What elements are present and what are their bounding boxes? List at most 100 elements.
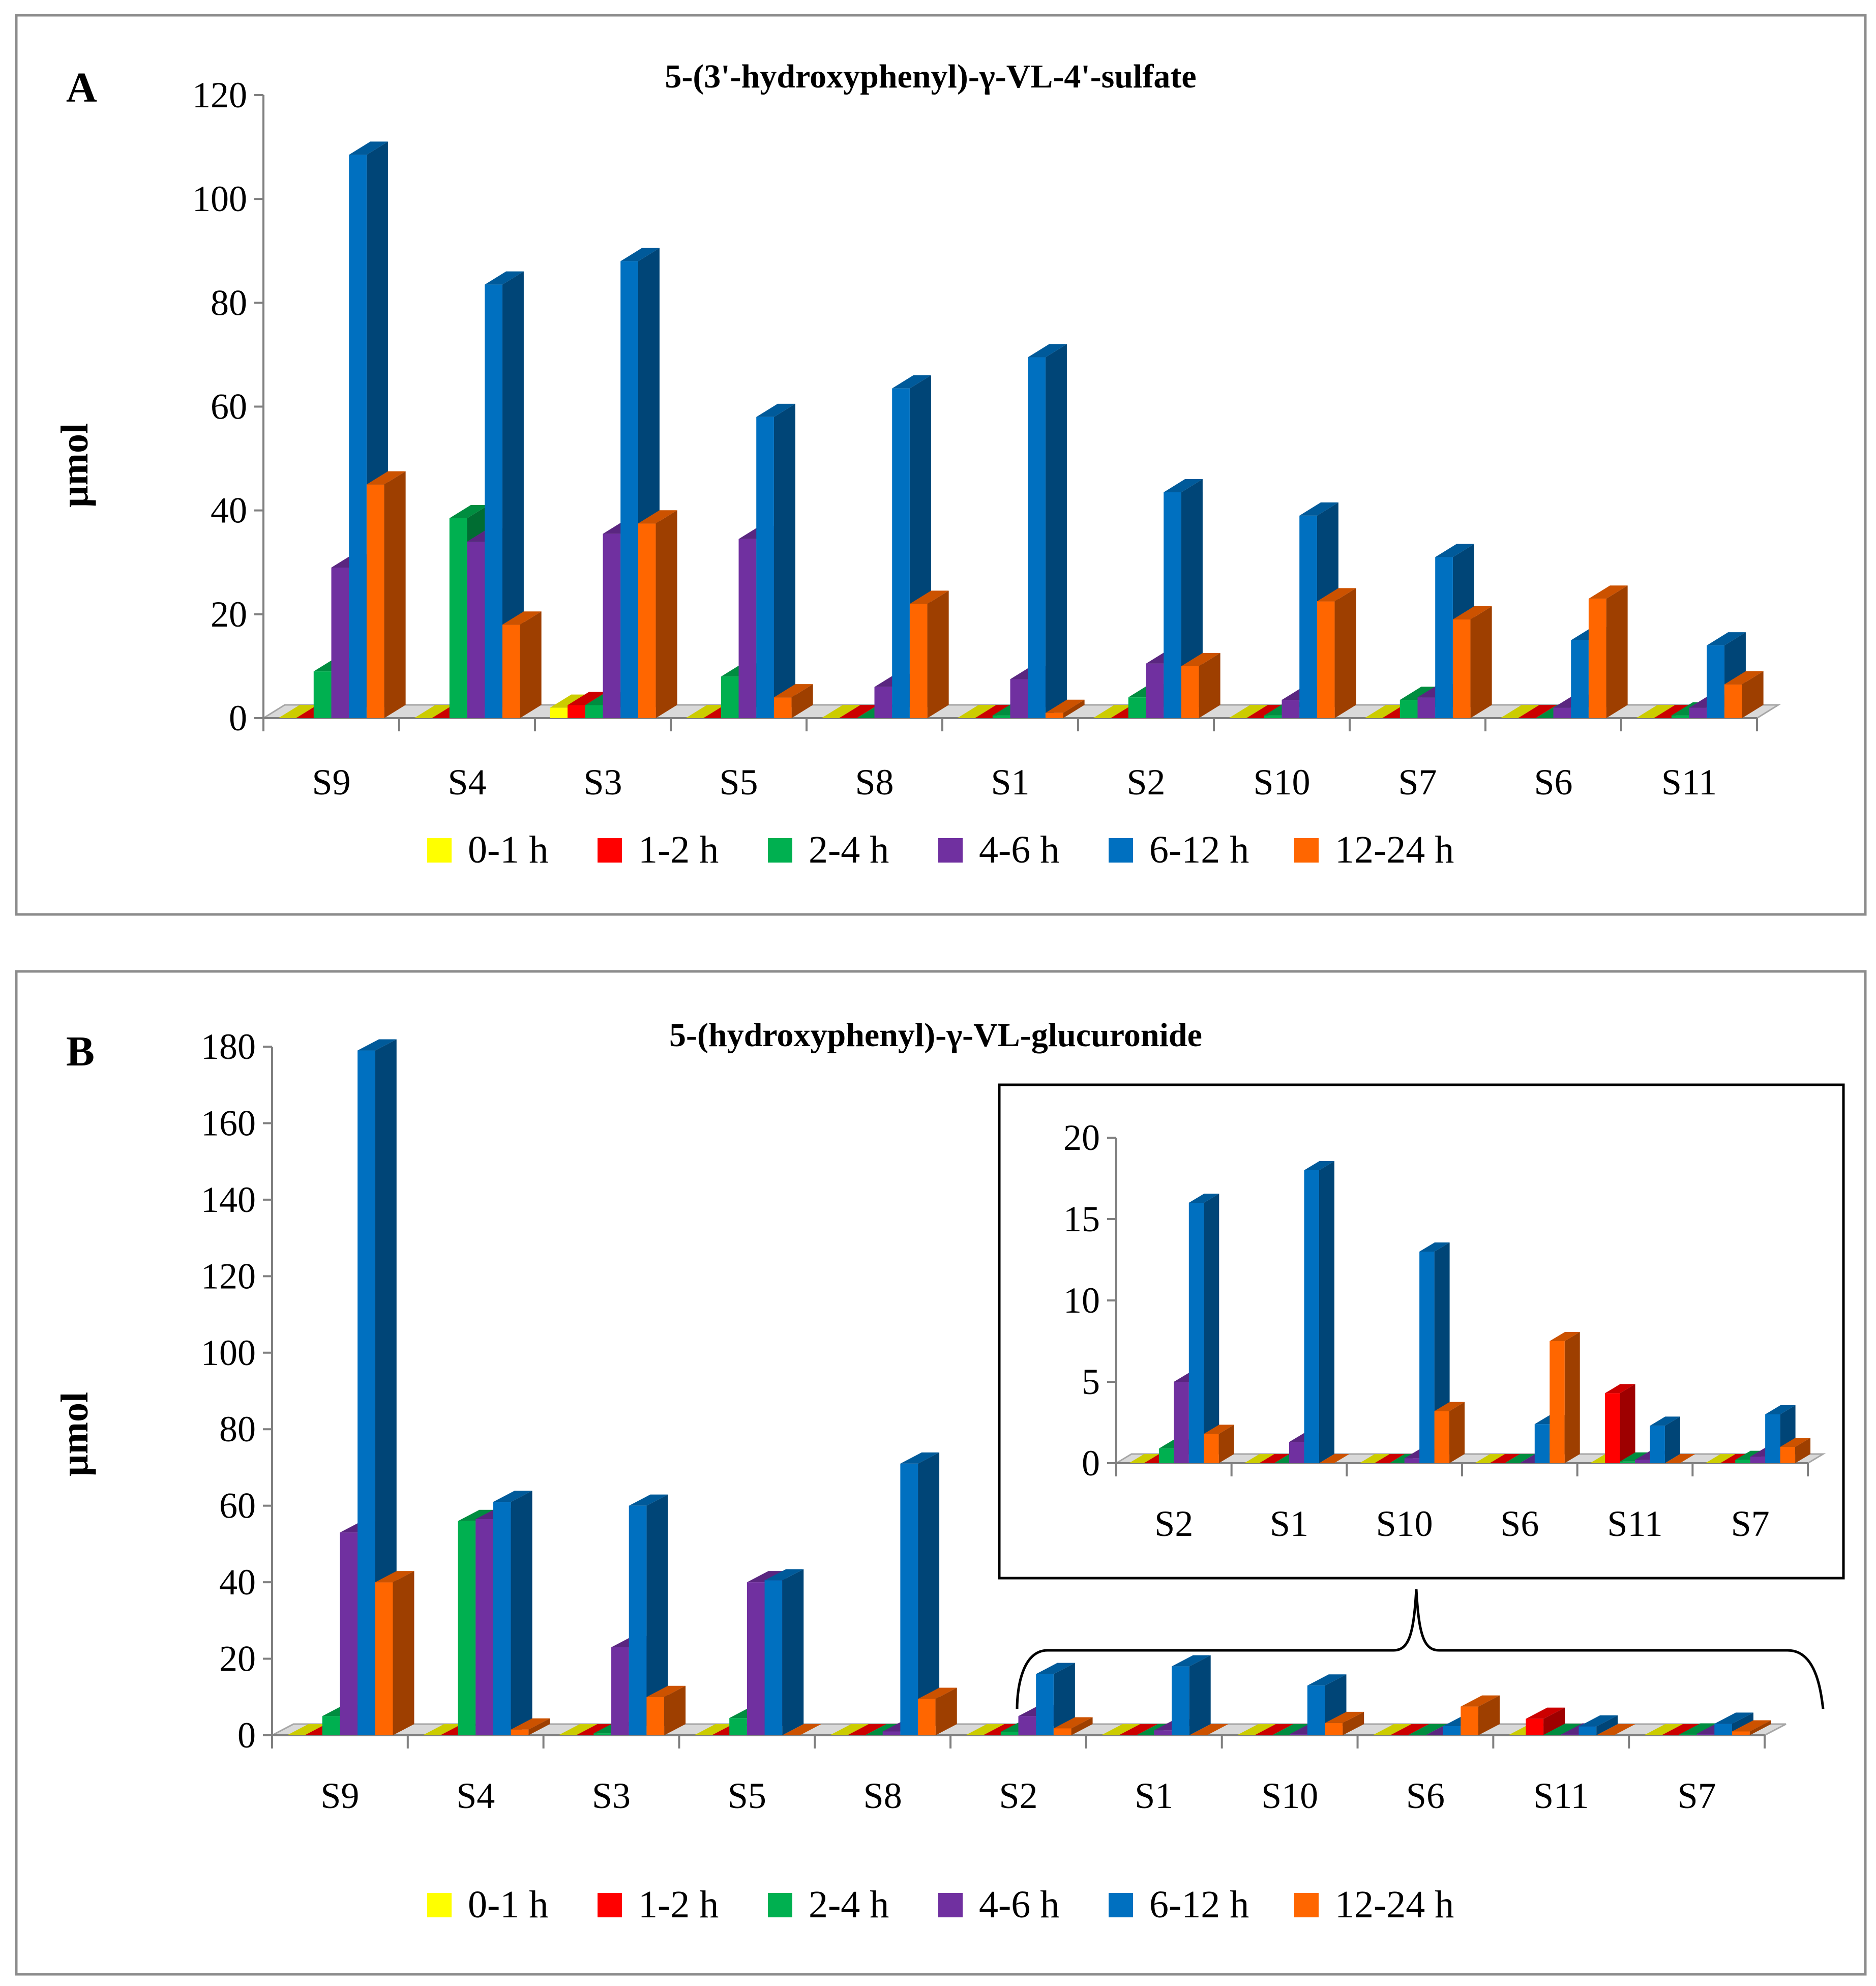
panel-a-bar-s1-1-2-h [975, 705, 1014, 718]
panel-b-category-label-s5: S5 [728, 1775, 766, 1816]
panel-a-bar-top [1246, 705, 1286, 718]
panel-a-bar-s2-12-24-h [1181, 653, 1220, 718]
panel-b-bar-side [1071, 1717, 1093, 1735]
panel-b-bar-s11-6-12-h [1579, 1715, 1618, 1735]
panel-b-y-axis-label: µmol [53, 1392, 96, 1476]
panel-a-bar-front [1146, 663, 1164, 718]
inset-category-label-s1: S1 [1270, 1503, 1308, 1544]
panel-b-bar-front [493, 1502, 511, 1735]
inset-bar-s2-6-12-h [1188, 1194, 1219, 1463]
panel-a-bar-front [1128, 697, 1146, 718]
inset-bar-front [1434, 1411, 1450, 1463]
panel-b-bar-front [458, 1521, 476, 1735]
panel-a-title: 5-(3'-hydroxyphenyl)-γ-VL-4'-sulfate [665, 58, 1196, 95]
panel-b-y-tick-label: 40 [219, 1562, 256, 1603]
panel-a-bar-front [721, 676, 739, 718]
panel-b-bar-top [629, 1494, 668, 1506]
panel-b-bar-side [1543, 1707, 1565, 1735]
panel-a-bar-front [892, 388, 910, 718]
panel-b-bar-s5-12-24-h [782, 1724, 821, 1735]
panel-a-bar-s11-1-2-h [1654, 705, 1693, 718]
panel-a-bar-front [1299, 515, 1317, 718]
panel-a-bar-s8-1-2-h [839, 705, 878, 718]
panel-a-bar-s11-0-1-h [1636, 705, 1676, 718]
inset-bar-top [1434, 1402, 1465, 1411]
panel-b-legend-swatch-12-24-h [1294, 1893, 1319, 1917]
panel-a-bar-s2-6-12-h [1164, 479, 1203, 718]
panel-a-y-tick-label: 100 [192, 179, 247, 219]
panel-b-bar-side [1189, 1655, 1211, 1735]
panel-b-bar-front [611, 1647, 629, 1735]
panel-b-bar-s9-0-1-h [287, 1724, 326, 1735]
panel-b-bar-top [1272, 1724, 1312, 1735]
panel-a-bar-front [1588, 599, 1606, 718]
panel-b-bar-s1-0-1-h [1101, 1724, 1140, 1735]
panel-a-category-label-s2: S2 [1126, 762, 1165, 803]
panel-b-y-tick-label: 100 [201, 1332, 256, 1373]
panel-b-bar-front [764, 1580, 783, 1735]
inset-bar-side [1795, 1438, 1811, 1463]
inset-category-label-s10: S10 [1376, 1503, 1433, 1544]
panel-a-bar-s5-12-24-h [773, 684, 813, 718]
panel-a-bar-top [1399, 687, 1439, 700]
panel-b-bar-top [1461, 1695, 1500, 1707]
panel-a-bar-top [502, 611, 542, 625]
panel-a-category-label-s11: S11 [1661, 762, 1717, 803]
panel-a-category-label-s5: S5 [719, 762, 758, 803]
panel-a-bar-side [791, 684, 813, 718]
panel-b-bar-top [458, 1509, 497, 1521]
panel-b-legend-swatch-1-2-h [598, 1893, 622, 1917]
inset-bar-front [1650, 1426, 1665, 1463]
inset-y-tick-label: 0 [1082, 1443, 1100, 1484]
panel-a-bar-top [1317, 588, 1356, 602]
panel-b-bar-top [847, 1724, 886, 1735]
inset-bar-front [1419, 1252, 1435, 1463]
panel-a-bar-front [313, 671, 332, 718]
panel-a-category-label-s6: S6 [1534, 762, 1572, 803]
panel-a-bar-s8-12-24-h [909, 590, 949, 718]
inset-plot: 0 5 10 15 20 S2 S1 S10 S6 S11 S7 [1063, 1117, 1826, 1544]
inset-bar-front [1780, 1447, 1796, 1463]
panel-b-bar-front [747, 1582, 765, 1735]
panel-b-bar-top [358, 1039, 397, 1051]
panel-b-bar-s1-6-12-h [1172, 1655, 1211, 1735]
panel-b-bar-s10-1-2-h [1254, 1724, 1294, 1735]
inset-bar-top [1550, 1332, 1580, 1341]
panel-a-bar-s7-0-1-h [1364, 705, 1404, 718]
panel-b-bar-top [558, 1724, 598, 1735]
panel-a-bar-side [1606, 585, 1628, 718]
panel-b-bar-front [375, 1582, 393, 1735]
panel-b-legend-swatch-6-12-h [1109, 1893, 1133, 1917]
panel-b-bar-side [511, 1491, 532, 1735]
inset-y-tick-label: 20 [1063, 1117, 1100, 1158]
inset-bar-front [1620, 1461, 1635, 1463]
panel-b-bar-top [1661, 1724, 1701, 1735]
panel-a-legend-label-2-4-h: 2-4 h [809, 828, 889, 871]
panel-b-category-label-s8: S8 [863, 1775, 902, 1816]
panel-a-bar-s9-12-24-h [366, 471, 406, 718]
panel-a-category-label-s7: S7 [1398, 762, 1437, 803]
inset-bar-front [1550, 1341, 1565, 1463]
panel-a-category-label-s10: S10 [1253, 762, 1310, 803]
panel-b-category-label-s9: S9 [320, 1775, 359, 1816]
panel-a-legend-label-1-2-h: 1-2 h [638, 828, 719, 871]
panel-a-bar-s5-0-1-h [686, 705, 725, 718]
panel-b-bar-top [1372, 1724, 1412, 1735]
panel-a-bar-side [1742, 671, 1764, 718]
panel-a-legend-swatch-4-6-h [938, 838, 963, 863]
panel-b-bar-side [393, 1571, 414, 1735]
panel-a-bar-top [909, 590, 949, 604]
inset-bar-side [1449, 1402, 1465, 1463]
panel-b-bar-s7-0-1-h [1644, 1724, 1683, 1735]
inset-bar-top [1620, 1452, 1650, 1462]
panel-a-frame [15, 14, 1867, 916]
inset-category-label-s11: S11 [1607, 1503, 1662, 1544]
panel-a-bar-front [1045, 713, 1063, 718]
inset-bar-front [1289, 1442, 1304, 1463]
panel-a-bar-front [1724, 684, 1742, 718]
panel-a-bar-s1-6-12-h [1028, 344, 1067, 718]
panel-a-bar-front [1707, 645, 1724, 718]
inset-bar-top [1504, 1454, 1535, 1463]
inset-bar-top [1605, 1384, 1635, 1394]
